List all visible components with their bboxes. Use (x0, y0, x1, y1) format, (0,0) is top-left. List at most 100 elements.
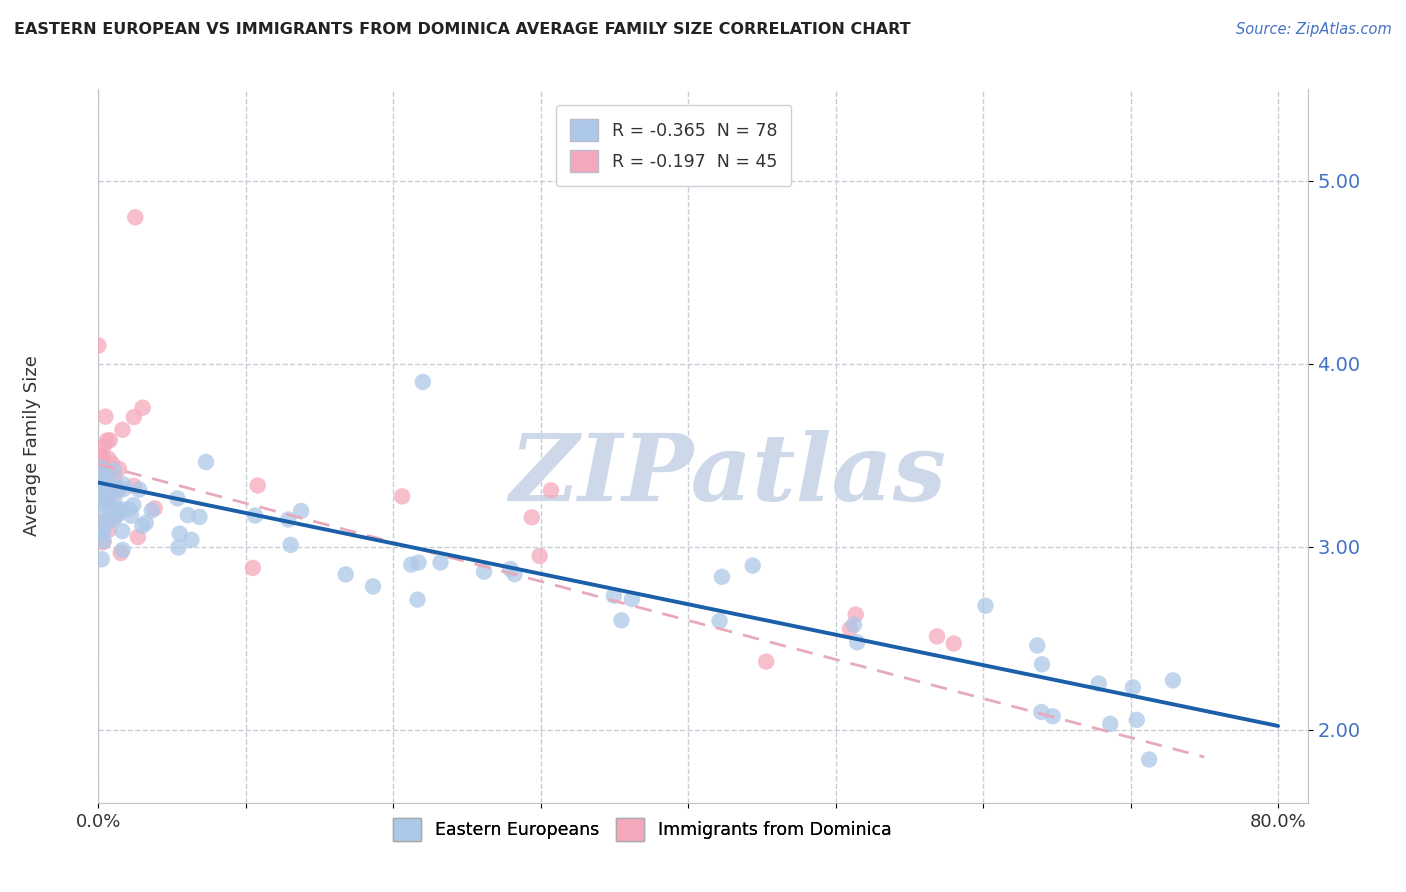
Point (277, 512, 299, 526)
Point (89, 449, 111, 463)
Point (96, 492, 118, 507)
Point (127, 530, 149, 544)
Point (242, 561, 264, 575)
Point (1087, 676, 1109, 690)
Point (91, 535, 114, 549)
Point (290, 504, 312, 518)
Point (98, 434, 121, 448)
Point (120, 508, 142, 523)
Point (610, 613, 633, 627)
Point (842, 617, 865, 632)
Point (93, 533, 115, 548)
Point (105, 480, 128, 494)
Point (89, 480, 111, 494)
Point (839, 622, 862, 636)
Point (412, 375, 434, 389)
Point (100, 504, 122, 518)
Point (90, 514, 112, 528)
Point (112, 482, 135, 496)
Point (89, 458, 111, 473)
Point (98, 486, 121, 500)
Point (335, 567, 357, 582)
Point (1099, 717, 1122, 731)
Legend: Eastern Europeans, Immigrants from Dominica: Eastern Europeans, Immigrants from Domin… (387, 812, 898, 847)
Point (540, 483, 562, 498)
Point (97, 451, 120, 466)
Point (91, 475, 114, 489)
Point (499, 562, 522, 576)
Point (101, 456, 124, 470)
Point (755, 655, 778, 669)
Point (846, 635, 869, 649)
Point (107, 508, 129, 522)
Point (93, 466, 115, 480)
Point (1042, 709, 1064, 723)
Point (974, 599, 997, 613)
Point (103, 512, 125, 526)
Point (105, 483, 128, 498)
Point (93, 506, 115, 520)
Point (96, 434, 118, 448)
Point (1031, 657, 1053, 672)
Point (93, 488, 115, 502)
Point (94, 409, 117, 424)
Point (89, 478, 111, 492)
Point (122, 479, 145, 493)
Point (195, 455, 218, 469)
Point (620, 592, 643, 607)
Point (87, 338, 110, 352)
Point (104, 509, 127, 524)
Point (97, 523, 120, 537)
Point (103, 463, 125, 477)
Point (89, 520, 111, 534)
Point (166, 491, 188, 506)
Point (1125, 713, 1147, 727)
Point (429, 556, 451, 570)
Point (90, 460, 112, 475)
Point (845, 607, 868, 622)
Point (246, 478, 269, 492)
Point (122, 498, 145, 512)
Point (91, 449, 114, 463)
Point (94, 472, 117, 486)
Point (103, 491, 125, 505)
Point (709, 614, 731, 628)
Point (177, 508, 200, 523)
Point (520, 510, 543, 524)
Point (143, 501, 166, 516)
Point (98, 465, 121, 479)
Point (118, 502, 141, 516)
Point (141, 503, 163, 517)
Point (87, 525, 110, 540)
Point (111, 524, 134, 538)
Point (111, 543, 134, 558)
Point (100, 479, 122, 493)
Point (104, 474, 127, 488)
Point (408, 556, 430, 570)
Point (167, 541, 190, 555)
Point (89, 496, 111, 510)
Point (128, 483, 150, 497)
Point (93, 440, 115, 454)
Point (111, 502, 134, 516)
Point (135, 516, 157, 530)
Text: EASTERN EUROPEAN VS IMMIGRANTS FROM DOMINICA AVERAGE FAMILY SIZE CORRELATION CHA: EASTERN EUROPEAN VS IMMIGRANTS FROM DOMI… (14, 22, 911, 37)
Point (108, 462, 131, 476)
Point (90, 552, 112, 566)
Point (97, 490, 120, 504)
Point (111, 423, 134, 437)
Point (741, 558, 763, 573)
Point (131, 519, 153, 533)
Point (107, 502, 129, 516)
Point (89, 477, 111, 491)
Point (97, 488, 120, 502)
Point (97, 515, 120, 529)
Point (97, 478, 120, 492)
Text: Source: ZipAtlas.com: Source: ZipAtlas.com (1236, 22, 1392, 37)
Point (710, 570, 733, 584)
Point (529, 549, 551, 563)
Point (1137, 752, 1160, 766)
Point (1031, 705, 1053, 719)
Point (91, 524, 114, 538)
Point (942, 636, 965, 650)
